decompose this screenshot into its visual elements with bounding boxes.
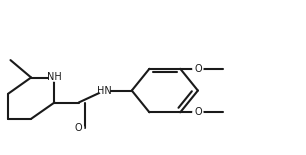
Text: HN: HN (97, 86, 112, 95)
Circle shape (193, 65, 203, 72)
Circle shape (74, 124, 84, 131)
Text: O: O (194, 64, 202, 74)
Circle shape (193, 109, 203, 116)
Text: NH: NH (47, 73, 62, 82)
Circle shape (99, 87, 110, 94)
Circle shape (50, 74, 59, 81)
Text: O: O (194, 107, 202, 117)
Text: O: O (75, 122, 83, 133)
